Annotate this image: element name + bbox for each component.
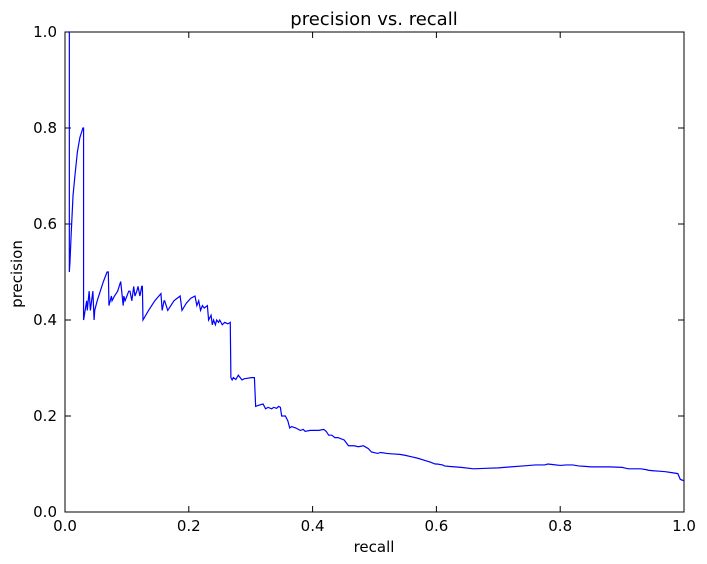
x-tick-label: 0.0 bbox=[53, 517, 77, 535]
chart-title: precision vs. recall bbox=[290, 9, 457, 30]
y-tick-label: 0.4 bbox=[33, 311, 57, 329]
x-tick-label: 0.8 bbox=[548, 517, 572, 535]
y-tick-label: 1.0 bbox=[33, 23, 57, 41]
y-tick-label: 0.6 bbox=[33, 215, 57, 233]
tick-labels-group: 0.0 0.2 0.4 0.6 0.8 1.0 0.0 0.2 0.4 0.6 0.8 1.0 bbox=[33, 23, 696, 535]
ticks-group bbox=[64, 31, 685, 513]
x-tick-label: 1.0 bbox=[672, 517, 696, 535]
y-tick-label: 0.8 bbox=[33, 119, 57, 137]
plot-frame bbox=[64, 31, 685, 513]
x-axis-label: recall bbox=[354, 538, 395, 556]
x-tick-label: 0.4 bbox=[301, 517, 325, 535]
y-tick-label: 0.2 bbox=[33, 407, 57, 425]
y-axis-label: precision bbox=[8, 240, 26, 308]
precision-recall-line bbox=[68, 31, 685, 482]
y-tick-label: 0.0 bbox=[33, 503, 57, 521]
x-tick-label: 0.2 bbox=[177, 517, 201, 535]
x-tick-label: 0.6 bbox=[424, 517, 448, 535]
